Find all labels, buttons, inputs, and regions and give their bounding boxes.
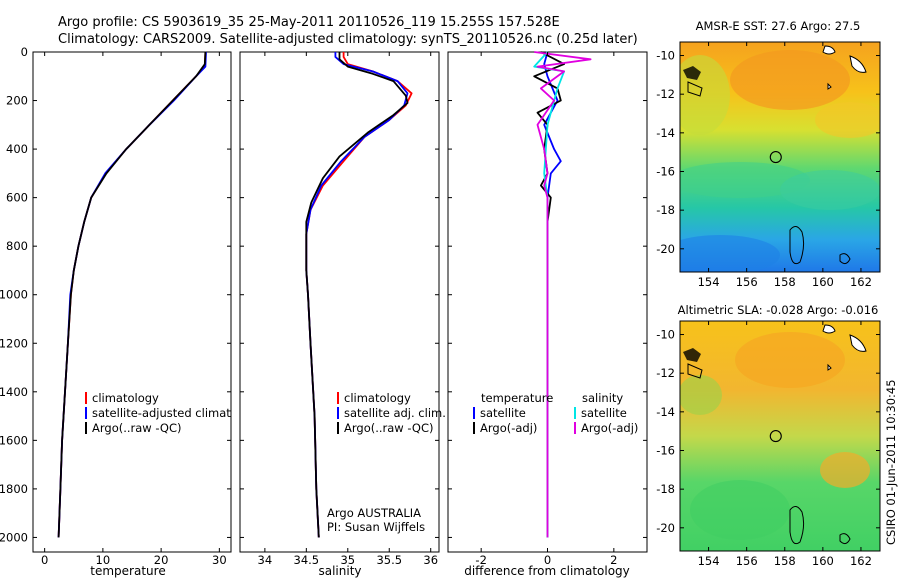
y-tick-label: 1000 [0, 288, 28, 302]
sst-map-panel: AMSR-E SST: 27.6 Argo: 27.5 154 156 158 160… [656, 19, 881, 289]
x-tick-label: 162 [850, 275, 872, 289]
island-shape [827, 82, 832, 90]
legend-salinity-title: salinity [582, 391, 623, 405]
legend-sal-argo-label: Argo(-adj) [581, 421, 638, 435]
island-shape [683, 66, 701, 80]
y-tick-label: -14 [656, 405, 675, 419]
x-tick-label: 0 [41, 553, 48, 567]
header-line-2: Climatology: CARS2009. Satellite-adjuste… [58, 32, 638, 47]
y-tick-label: 200 [6, 94, 28, 108]
legend-sal-satellite-label: satellite [581, 406, 627, 420]
y-tick-label: -18 [656, 482, 675, 496]
salinity-profile-panel: 34 34.5 35 35.5 36 salinity climatology sate… [239, 51, 446, 578]
sla-map-panel: Altimetric SLA: -0.028 Argo: -0.016 154 1… [656, 303, 881, 568]
sla-map-title: Altimetric SLA: -0.028 Argo: -0.016 [678, 303, 879, 317]
difference-xlabel: difference from climatology [464, 564, 630, 578]
island-shape [849, 55, 867, 73]
y-tick-label: 800 [6, 239, 28, 253]
x-tick-label: 158 [774, 554, 796, 568]
y-tick-label: -16 [656, 164, 675, 178]
legend-satellite-label: satellite-adjusted climatology [92, 406, 262, 420]
y-tick-label: -18 [656, 203, 675, 217]
y-tick-label: 2000 [0, 530, 28, 544]
difference-profile-panel: -2 0 2 difference from climatology tempera… [447, 51, 648, 578]
island-shape [822, 324, 836, 334]
x-tick-label: 35 [340, 553, 355, 567]
x-tick-label: 30 [212, 553, 227, 567]
x-tick-label: 154 [698, 275, 720, 289]
x-tick-label: 34 [258, 553, 273, 567]
y-tick-label: -10 [656, 49, 675, 63]
x-tick-label: 0 [544, 553, 551, 567]
argo-position-marker [769, 430, 782, 443]
island-shape [827, 363, 832, 371]
island-shape [822, 45, 836, 55]
y-tick-label: 0 [21, 45, 28, 59]
legend-temp-argo-label: Argo(-adj) [480, 421, 537, 435]
legend-argo-label: Argo(..raw -QC) [92, 421, 182, 435]
salinity-axes-frame [239, 51, 440, 553]
temperature-profile-panel: 0 10 20 30 0 200 400 600 800 1000 1200 1400 1600 1800… [0, 45, 262, 578]
x-tick-label: 20 [154, 553, 169, 567]
header-line-1: Argo profile: CS 5903619_35 25-May-2011 … [58, 15, 560, 30]
legend-argo-label: Argo(..raw -QC) [344, 421, 434, 435]
legend-temp-satellite-label: satellite [480, 406, 526, 420]
x-tick-label: -2 [475, 553, 486, 567]
y-tick-label: 1200 [0, 336, 28, 350]
reef-contour [839, 533, 851, 545]
legend-satellite-label: satellite adj. clim. [344, 406, 446, 420]
argo-australia-note: Argo AUSTRALIA [327, 506, 421, 520]
difference-legend: temperature satellite Argo(-adj) salinit… [473, 391, 638, 435]
x-tick-label: 10 [96, 553, 111, 567]
argo-position-marker [769, 151, 782, 164]
x-tick-label: 160 [812, 275, 834, 289]
temperature-legend: climatology satellite-adjusted climatolo… [85, 391, 262, 435]
y-tick-label: -16 [656, 443, 675, 457]
legend-climatology-label: climatology [92, 391, 159, 405]
y-tick-label: 400 [6, 142, 28, 156]
y-tick-label: -12 [656, 87, 675, 101]
salinity-legend: climatology satellite adj. clim. Argo(..… [337, 391, 446, 435]
csiro-timestamp: CSIRO 01-Jun-2011 10:30:45 [884, 379, 898, 545]
x-tick-label: 156 [736, 275, 758, 289]
x-tick-label: 35.5 [376, 553, 402, 567]
x-tick-label: 154 [698, 554, 720, 568]
temperature-axes-frame [32, 51, 232, 553]
island-shape [849, 334, 867, 352]
y-tick-label: 1800 [0, 482, 28, 496]
x-tick-label: 2 [610, 553, 617, 567]
reef-contour [789, 226, 805, 265]
sst-map-title: AMSR-E SST: 27.6 Argo: 27.5 [696, 19, 861, 33]
island-shape [687, 363, 703, 379]
y-tick-label: -14 [656, 126, 675, 140]
x-tick-label: 34.5 [294, 553, 320, 567]
reef-contour [839, 253, 851, 265]
y-tick-label: -20 [656, 242, 675, 256]
y-tick-label: 1600 [0, 433, 28, 447]
x-tick-label: 36 [423, 553, 438, 567]
island-shape [687, 81, 703, 97]
x-tick-label: 160 [812, 554, 834, 568]
reef-contour [789, 506, 805, 545]
difference-series-3 [534, 51, 592, 538]
pi-name-note: PI: Susan Wijffels [327, 520, 425, 534]
y-tick-label: -20 [656, 521, 675, 535]
legend-temperature-title: temperature [481, 391, 553, 405]
sla-map-frame [679, 320, 881, 552]
y-tick-label: -10 [656, 328, 675, 342]
sst-map-frame [679, 41, 881, 273]
y-tick-label: 1400 [0, 385, 28, 399]
x-tick-label: 156 [736, 554, 758, 568]
island-shape [683, 348, 701, 362]
temperature-series-2 [57, 51, 207, 538]
y-tick-label: 600 [6, 191, 28, 205]
temperature-xlabel: temperature [90, 564, 165, 578]
y-tick-label: -12 [656, 366, 675, 380]
legend-climatology-label: climatology [344, 391, 411, 405]
x-tick-label: 162 [850, 554, 872, 568]
salinity-xlabel: salinity [318, 564, 361, 578]
salinity-series-2 [305, 52, 409, 538]
x-tick-label: 158 [774, 275, 796, 289]
